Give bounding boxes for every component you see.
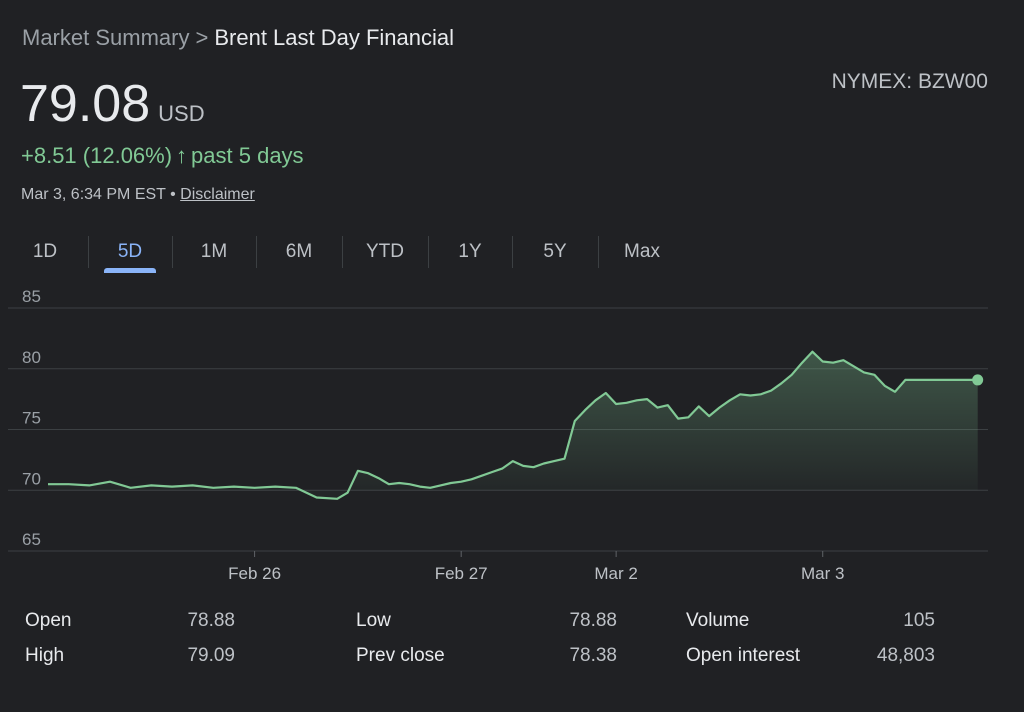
range-tabs: 1D 5D 1M 6M YTD 1Y 5Y Max: [0, 232, 700, 276]
price-area: [48, 351, 978, 499]
stat-label-prev-close: Prev close: [356, 645, 445, 666]
x-tick-label: Feb 26: [228, 564, 281, 583]
stat-value-open: 78.88: [187, 610, 235, 631]
stat-value-open-interest: 48,803: [876, 645, 935, 666]
x-tick-label: Mar 3: [801, 564, 844, 583]
ticker-symbol: NYMEX: BZW00: [831, 70, 988, 93]
tab-ytd[interactable]: YTD: [366, 241, 404, 262]
tab-5y[interactable]: 5Y: [543, 241, 567, 262]
tab-1d[interactable]: 1D: [32, 241, 58, 262]
active-tab-indicator: [104, 268, 156, 273]
stat-value-high: 79.09: [187, 645, 235, 666]
price-line: [48, 350, 978, 500]
tab-divider: [256, 236, 257, 268]
stat-label-low: Low: [356, 610, 391, 631]
stat-value-volume: 105: [903, 610, 935, 631]
breadcrumb-current: Brent Last Day Financial: [214, 25, 455, 50]
change-value: +8.51 (12.06%): [21, 143, 173, 168]
tab-max[interactable]: Max: [624, 241, 660, 262]
x-tick-label: Mar 2: [594, 564, 637, 583]
x-tick-label: Feb 27: [435, 564, 488, 583]
price-chart[interactable]: 65 70 75 80 85 Feb 26 Feb 27 Mar 2 Mar 3: [0, 290, 1024, 595]
timestamp: Mar 3, 6:34 PM EST: [21, 186, 166, 203]
breadcrumb-parent[interactable]: Market Summary: [22, 25, 190, 50]
current-price-dot: [972, 374, 984, 386]
tab-divider: [172, 236, 173, 268]
tab-1y[interactable]: 1Y: [458, 241, 482, 262]
tab-divider: [512, 236, 513, 268]
change-period: past 5 days: [191, 143, 304, 168]
stat-label-open: Open: [25, 610, 72, 631]
arrow-up-icon: ↑: [176, 143, 188, 168]
current-price: 79.08: [20, 75, 151, 133]
stat-value-prev-close: 78.38: [569, 645, 617, 666]
breadcrumb-separator: >: [195, 25, 209, 50]
stat-label-open-interest: Open interest: [686, 645, 801, 666]
tab-divider: [428, 236, 429, 268]
y-tick-label: 80: [22, 348, 41, 367]
currency: USD: [158, 101, 205, 126]
stat-value-low: 78.88: [569, 610, 617, 631]
breadcrumb: Market Summary > Brent Last Day Financial: [22, 25, 454, 51]
tab-6m[interactable]: 6M: [285, 241, 313, 262]
y-tick-label: 85: [22, 290, 41, 306]
dot-separator: •: [170, 186, 176, 203]
y-tick-label: 75: [22, 409, 41, 428]
tab-divider: [342, 236, 343, 268]
timestamp-line: Mar 3, 6:34 PM EST • Disclaimer: [21, 186, 255, 204]
tab-5d[interactable]: 5D: [117, 241, 143, 262]
price-row: 79.08 USD: [20, 74, 205, 134]
stat-label-high: High: [25, 645, 65, 666]
y-tick-label: 70: [22, 469, 41, 488]
disclaimer-link[interactable]: Disclaimer: [180, 186, 255, 203]
price-change: +8.51 (12.06%) ↑ past 5 days: [21, 143, 304, 169]
tab-1m[interactable]: 1M: [200, 241, 228, 262]
tab-divider: [88, 236, 89, 268]
y-tick-label: 65: [22, 530, 41, 549]
stat-label-volume: Volume: [686, 610, 750, 631]
tab-divider: [598, 236, 599, 268]
